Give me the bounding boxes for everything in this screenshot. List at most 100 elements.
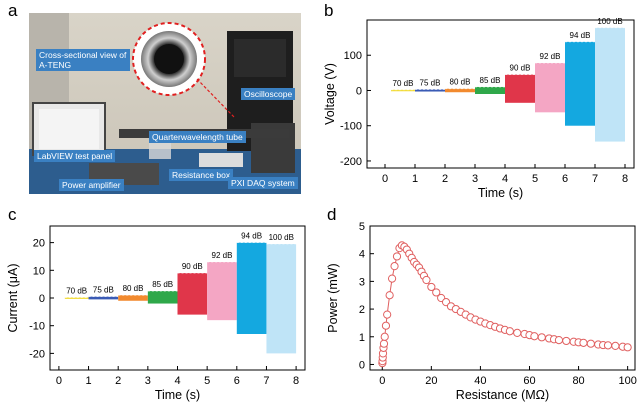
chart-d-xtick-label: 100: [618, 375, 636, 387]
chart-d-data-point: [623, 343, 632, 352]
chart-d-data-point: [422, 275, 431, 285]
chart-c-signal-band: [266, 244, 297, 354]
voltage-chart: 0 1 2 3 4 5 6 7 8 -200 -100 0 100 Time (s) Voltage (V)…: [323, 17, 635, 200]
chart-c-signal-band: [118, 295, 148, 301]
label-power-amplifier: Power amplifier: [59, 179, 124, 191]
glass-container: [149, 139, 171, 159]
chart-d-data-point: [427, 282, 436, 292]
chart-b-signal-band: [505, 74, 535, 103]
chart-c-xtick-label: 1: [85, 375, 91, 387]
resistance-box-device: [199, 153, 243, 167]
chart-b-signal-band: [535, 62, 565, 113]
chart-d-xtick-label: 0: [379, 375, 385, 387]
chart-c-signal-band: [64, 297, 89, 299]
chart-b-db-label: 94 dB: [570, 31, 591, 40]
chart-b-db-label: 85 dB: [480, 76, 501, 85]
chart-d-xtick-label: 80: [572, 375, 584, 387]
chart-b-db-label: 80 dB: [450, 78, 471, 87]
chart-b-x-axis-label: Time (s): [478, 186, 523, 200]
chart-c-xtick-label: 8: [293, 375, 299, 387]
chart-c-db-label: 92 dB: [212, 251, 233, 260]
label-resistance-box: Resistance box: [169, 169, 234, 181]
chart-d-data-point: [385, 291, 394, 300]
chart-d-ytick-label: 0: [359, 359, 365, 371]
chart-c-xtick-label: 7: [263, 375, 269, 387]
chart-c-db-label: 85 dB: [152, 280, 173, 289]
chart-b-signal-band: [565, 41, 595, 126]
chart-d-data-point: [379, 339, 389, 348]
setup-photo-drawing: [29, 13, 301, 194]
current-chart: 0 1 2 3 4 5 6 7 8 -20 -10 0 10 20 Time (s) Current (μA)…: [6, 225, 306, 402]
chart-d-ytick-label: 4: [359, 249, 365, 261]
oscilloscope-screen: [234, 39, 286, 77]
chart-d-x-axis-label: Resistance (MΩ): [456, 388, 549, 402]
chart-c-signal-band: [177, 273, 208, 315]
chart-d-data-point: [562, 336, 571, 346]
chart-b-db-label: 100 dB: [597, 17, 622, 26]
chart-c-db-label: 100 dB: [269, 233, 294, 242]
power-chart: 0 20 40 60 80 100 0 1 2 3 4 5 Resistance (MΩ) Power (…: [326, 221, 637, 402]
chart-d-ytick-label: 5: [359, 221, 365, 233]
chart-c-db-label: 80 dB: [123, 284, 144, 293]
chart-b-plot-frame: [366, 19, 635, 169]
chart-b-signal-band: [595, 27, 625, 142]
chart-c-ytick-label: 20: [33, 238, 45, 250]
label-labview: LabVIEW test panel: [34, 150, 116, 162]
chart-d-data-point: [513, 328, 522, 337]
chart-c-xtick-label: 0: [56, 375, 62, 387]
chart-b-xtick-label: 1: [412, 173, 418, 185]
chart-d-data-point: [505, 327, 514, 336]
chart-d-plot-frame: [369, 225, 636, 371]
a-teng-core: [154, 44, 184, 74]
chart-b-y-axis-label: Voltage (V): [323, 63, 337, 125]
chart-c-db-label: 90 dB: [182, 262, 203, 271]
chart-c-signal-band: [88, 296, 119, 300]
chart-d-y-axis-label: Power (mW): [326, 263, 340, 332]
chart-c-xtick-label: 2: [115, 375, 121, 387]
chart-c-signal-band: [207, 262, 237, 321]
chart-b-xtick-label: 4: [502, 173, 508, 185]
chart-c-ytick-label: 0: [39, 293, 45, 305]
panel-letter-c: c: [8, 205, 17, 224]
chart-c-xtick-label: 4: [174, 375, 180, 387]
chart-d-data-point: [392, 252, 402, 261]
chart-c-xtick-label: 5: [204, 375, 210, 387]
label-quarterwavelength-tube: Quarterwavelength tube: [149, 131, 246, 143]
chart-b-xtick-label: 8: [622, 173, 628, 185]
chart-d-data-point: [537, 333, 546, 342]
chart-b-ytick-label: 100: [344, 50, 362, 62]
chart-b-db-label: 92 dB: [540, 52, 561, 61]
chart-c-db-label: 75 dB: [93, 286, 114, 295]
chart-c-y-axis-label: Current (μA): [6, 263, 20, 332]
chart-d-data-point: [380, 332, 389, 341]
chart-b-ytick-label: -100: [340, 121, 362, 133]
chart-d-data-point: [554, 335, 564, 345]
chart-d-data-point: [381, 321, 391, 330]
chart-d-data-point: [586, 339, 595, 348]
chart-c-xtick-label: 6: [234, 375, 240, 387]
chart-b-xtick-label: 0: [382, 173, 388, 185]
chart-d-ytick-label: 2: [359, 304, 365, 316]
chart-b-signal-band: [445, 88, 475, 93]
chart-b-ytick-label: -200: [340, 156, 362, 168]
chart-d-xtick-label: 40: [474, 375, 486, 387]
chart-d-ytick-label: 3: [359, 276, 365, 288]
chart-b-xtick-label: 2: [442, 173, 448, 185]
label-pxi: PXI DAQ system: [228, 177, 298, 189]
chart-d-xtick-label: 20: [425, 375, 437, 387]
chart-c-xtick-label: 3: [145, 375, 151, 387]
chart-c-ytick-label: -10: [29, 321, 45, 333]
chart-b-xtick-label: 6: [562, 173, 568, 185]
chart-d-data-point: [579, 338, 588, 347]
panel-letter-d: d: [327, 205, 337, 224]
chart-d-data-point: [387, 274, 397, 283]
chart-d-data-point: [603, 341, 613, 350]
chart-c-x-axis-label: Time (s): [155, 388, 200, 402]
chart-d-data-point: [390, 262, 399, 271]
chart-d-ytick-label: 1: [359, 332, 365, 344]
chart-b-xtick-label: 7: [592, 173, 598, 185]
chart-d-data-point: [530, 332, 539, 341]
callout-line: [196, 78, 235, 118]
panel-letter-a: a: [8, 1, 18, 20]
experimental-setup-photo: Cross-sectional view of A-TENG Oscillosc…: [29, 13, 301, 194]
